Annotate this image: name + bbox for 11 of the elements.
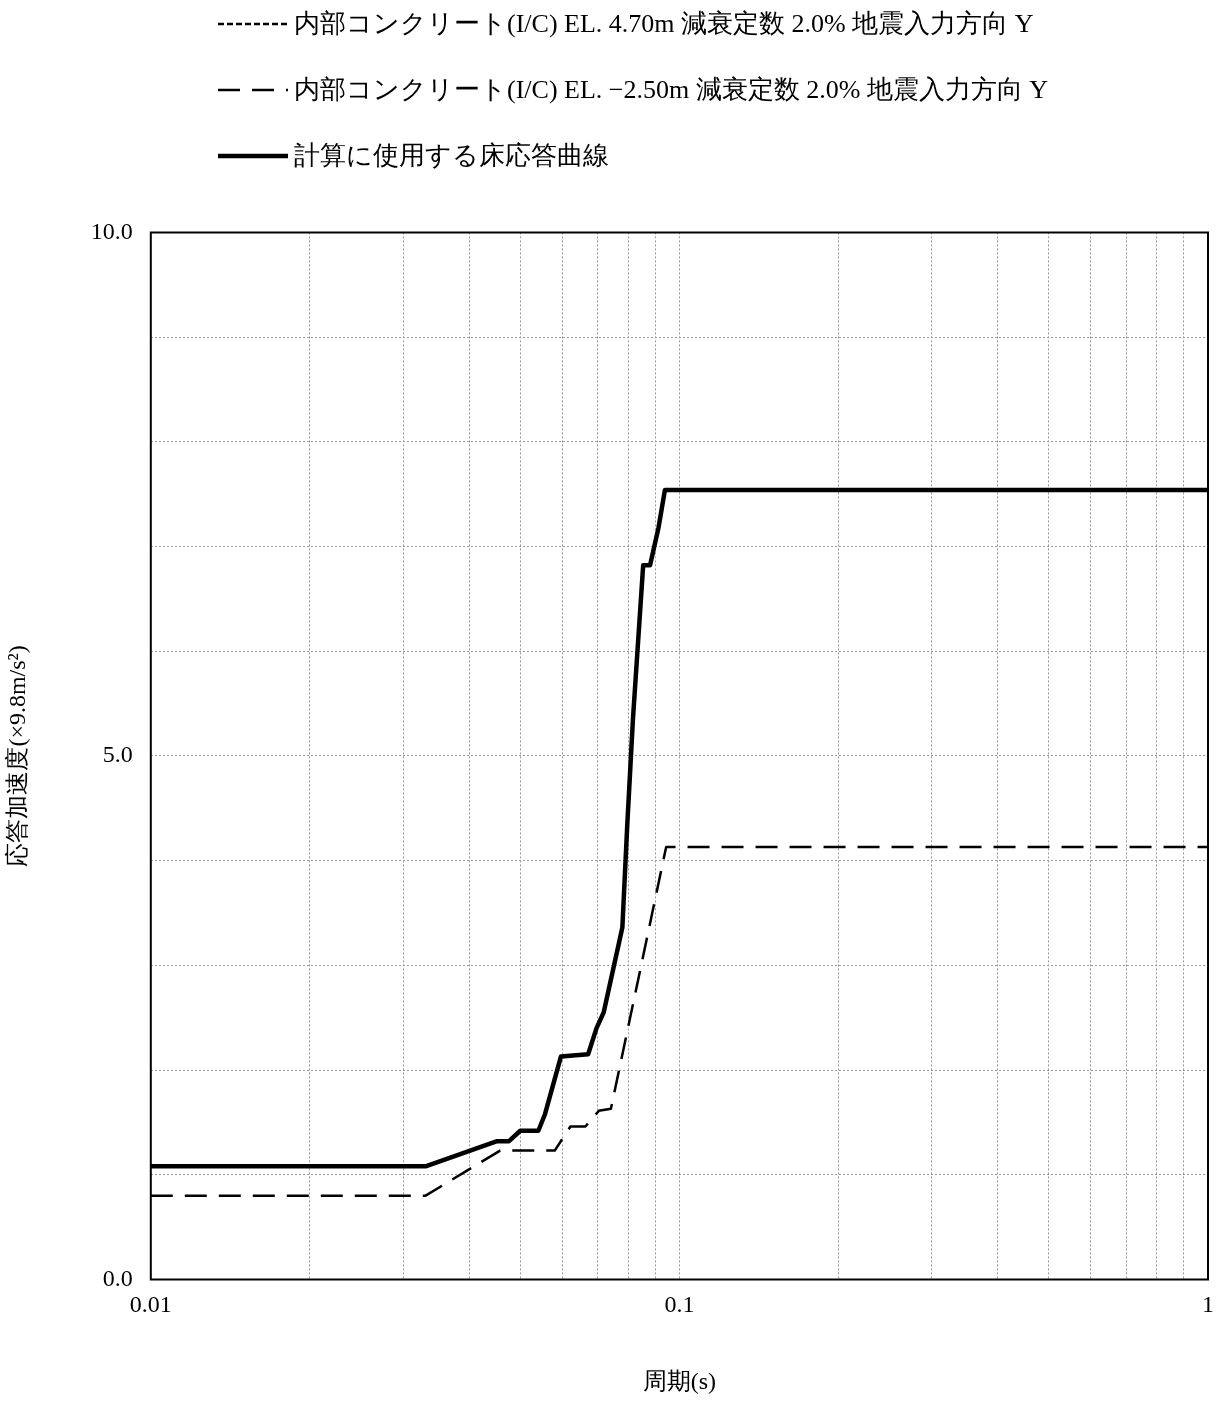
y-tick-label: 10.0 xyxy=(90,217,133,244)
y-tick-label: 0.0 xyxy=(102,1264,133,1291)
x-tick-label: 0.01 xyxy=(129,1291,172,1318)
x-tick-label: 0.1 xyxy=(664,1291,695,1318)
legend-label: 内部コンクリート(I/C) EL. −2.50m 減衰定数 2.0% 地震入力方向 Y xyxy=(294,74,1049,106)
legend-label: 計算に使用する床応答曲線 xyxy=(294,140,609,172)
x-tick-label: 1 xyxy=(1202,1291,1214,1318)
y-axis-title: 応答加速度(×9.8m/s²) xyxy=(3,645,30,867)
legend-label: 内部コンクリート(I/C) EL. 4.70m 減衰定数 2.0% 地震入力方向 Y xyxy=(294,8,1034,40)
y-tick-label: 5.0 xyxy=(102,741,133,768)
x-axis-title: 周期(s) xyxy=(642,1367,717,1394)
